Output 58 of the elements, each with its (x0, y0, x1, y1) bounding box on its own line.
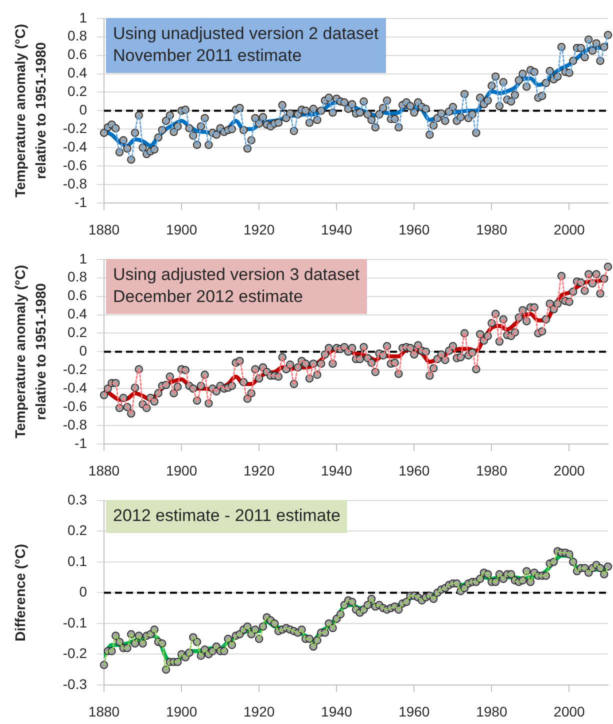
x-tick-label: 1960 (398, 462, 430, 478)
y-tick-label: 0.8 (68, 28, 88, 44)
annotation: December 2012 estimate (113, 286, 304, 308)
x-tick-label: 1900 (166, 462, 198, 478)
y-tick-label: 1 (79, 9, 88, 26)
y-tick-label: 1 (79, 250, 88, 266)
y-tick-label: -0.4 (62, 379, 88, 396)
x-tick-label: 2000 (554, 221, 586, 238)
y-tick-label: 0.4 (68, 64, 88, 81)
y-tick-label: -0.1 (62, 614, 88, 630)
y-tick-label: 0.6 (68, 46, 88, 62)
x-tick-label: 1920 (244, 703, 275, 720)
annotation: 2012 estimate - 2011 estimate (113, 505, 340, 528)
y-tick-label: -0.3 (62, 676, 88, 692)
y-tick-label: -0.2 (62, 361, 88, 378)
y-tick-label: 0.2 (68, 522, 88, 538)
x-tick-label: 1880 (88, 221, 120, 238)
annotation: Using adjusted version 3 dataset (113, 264, 360, 286)
y-tick-label: -1 (74, 194, 88, 210)
y-tick-label: -0.6 (62, 156, 88, 173)
x-tick-label: 1960 (398, 221, 430, 238)
x-tick-label: 1980 (476, 462, 508, 478)
y-tick-label: 0 (79, 584, 88, 600)
x-tick-label: 1880 (88, 703, 120, 720)
x-tick-label: 1940 (321, 221, 352, 238)
y-tick-label: -0.2 (62, 645, 88, 662)
y-tick-label: -0.2 (62, 120, 88, 136)
y-tick-label: -0.4 (62, 138, 88, 154)
y-tick-label: 0.2 (68, 324, 88, 340)
y-tick-label: -0.8 (62, 416, 88, 432)
y-tick-label: 0.4 (68, 306, 88, 322)
y-tick-label: -0.8 (62, 175, 88, 192)
annotation: Using unadjusted version 2 dataset (113, 23, 379, 46)
x-tick-label: 1960 (398, 703, 430, 720)
y-axis-title: Difference (°C) (12, 544, 28, 642)
x-tick-label: 2000 (554, 703, 586, 720)
x-tick-label: 2000 (554, 462, 586, 478)
x-tick-label: 1940 (321, 462, 352, 478)
x-tick-label: 1900 (166, 221, 198, 238)
y-tick-label: 0.3 (68, 491, 88, 508)
x-tick-label: 1980 (476, 221, 508, 238)
y-tick-label: 0.2 (68, 83, 88, 100)
x-tick-label: 1900 (166, 703, 198, 720)
y-tick-label: 0 (79, 102, 88, 118)
annotation: November 2011 estimate (113, 45, 303, 68)
y-tick-label: -1 (74, 434, 88, 451)
y-axis-title: Temperature anomaly (°C) relative to 1951-1980 (12, 24, 48, 198)
y-axis-title: Temperature anomaly (°C) relative to 1951-1980 (12, 265, 48, 438)
x-tick-label: 1880 (88, 462, 120, 478)
y-tick-label: 0.8 (68, 268, 88, 285)
x-tick-label: 1980 (476, 703, 508, 720)
y-tick-label: 0.1 (68, 552, 88, 569)
x-tick-label: 1940 (321, 703, 352, 720)
x-tick-label: 1920 (244, 221, 275, 238)
y-tick-label: 0 (79, 342, 88, 359)
x-tick-label: 1920 (244, 462, 275, 478)
y-tick-label: 0.6 (68, 287, 88, 304)
y-tick-label: -0.6 (62, 398, 88, 414)
